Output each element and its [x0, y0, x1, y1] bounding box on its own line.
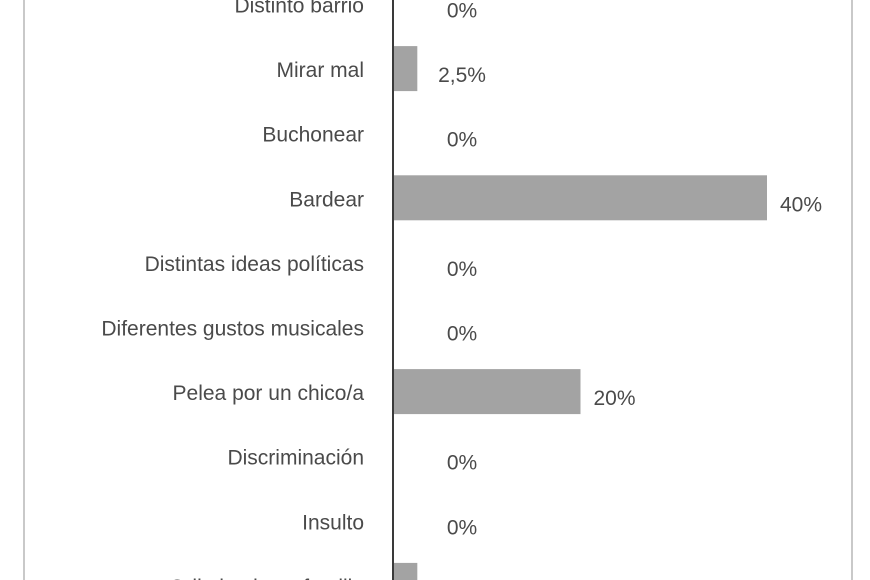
bar	[394, 46, 418, 92]
category-label: Odio hacia su familia	[169, 576, 364, 580]
category-label: Pelea por un chico/a	[173, 382, 365, 405]
category-label: Insulto	[302, 511, 364, 534]
value-label: 2,5%	[438, 64, 486, 87]
category-label: Distintas ideas políticas	[145, 253, 364, 276]
category-label: Distinto barrio	[234, 0, 364, 18]
bars-group	[394, 46, 767, 580]
value-label: 40%	[780, 193, 822, 216]
bar	[394, 369, 581, 415]
bar	[394, 175, 767, 221]
value-label: 0%	[447, 0, 477, 23]
value-label: 0%	[447, 452, 477, 475]
category-label: Mirar mal	[277, 59, 365, 82]
bar	[394, 562, 418, 580]
value-label: 0%	[447, 323, 477, 346]
value-label: 0%	[447, 129, 477, 152]
category-label: Buchonear	[262, 124, 364, 147]
value-label: 0%	[447, 258, 477, 281]
category-labels-group: Distinto barrio Mirar mal Buchonear Bardear…	[101, 0, 364, 580]
value-labels-group: 0%2,5%0%40%0%0%20%0%0%2,5%	[438, 0, 822, 539]
value-label: 0%	[447, 516, 477, 539]
category-label: Diferentes gustos musicales	[101, 318, 364, 341]
value-label: 20%	[593, 387, 635, 410]
category-label: Discriminación	[227, 447, 364, 470]
category-label: Bardear	[289, 188, 364, 211]
